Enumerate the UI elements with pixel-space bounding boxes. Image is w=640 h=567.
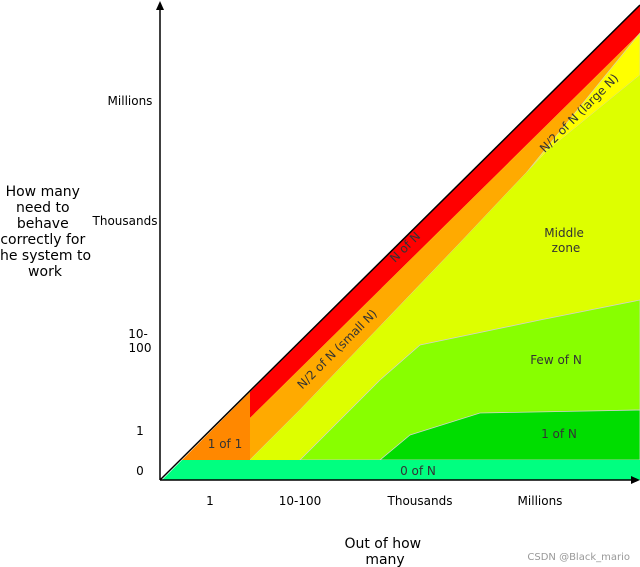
zone-zero-of-n [162,460,640,480]
zone-n2-small [250,33,640,460]
watermark: CSDN @Black_mario [527,552,630,563]
x-axis-arrow [631,476,640,484]
y-tick-millions: Millions [108,94,153,108]
label-few: Few of N [530,353,582,367]
zone-n-of-n [250,5,640,418]
label-zero-of-n: 0 of N [400,464,436,478]
diagonal-boundary [159,4,640,481]
label-one-of-n: 1 of N [541,427,577,441]
label-middle: Middle zone [544,226,587,255]
zone-middle [250,75,640,460]
x-tick-10-100: 10-100 [279,494,322,508]
x-axis-title: Out of how many [344,536,425,567]
zone-one-of-one [182,392,250,460]
label-one-of-one: 1 of 1 [208,437,242,451]
y-tick-1: 1 [136,424,144,438]
x-tick-1: 1 [206,494,214,508]
y-tick-0: 0 [136,464,144,478]
x-tick-millions: Millions [518,494,563,508]
y-tick-thousands: Thousands [92,214,158,228]
y-axis-title: How many need to behave correctly for th… [0,184,96,280]
y-axis-arrow [156,1,164,10]
y-tick-10-100: 10- 100 [128,327,151,355]
x-tick-thousands: Thousands [387,494,453,508]
